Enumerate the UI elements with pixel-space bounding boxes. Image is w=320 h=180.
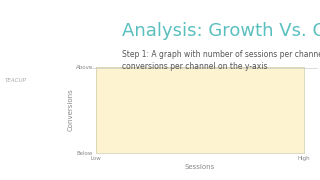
X-axis label: Sessions: Sessions — [185, 164, 215, 170]
Text: Analysis: Growth Vs. Optimization: Analysis: Growth Vs. Optimization — [122, 22, 320, 40]
Y-axis label: Conversions: Conversions — [67, 88, 73, 131]
Text: Step 1: A graph with number of sessions per channel on the x-axis and
conversion: Step 1: A graph with number of sessions … — [122, 50, 320, 71]
Text: TEACUP: TEACUP — [5, 78, 27, 84]
